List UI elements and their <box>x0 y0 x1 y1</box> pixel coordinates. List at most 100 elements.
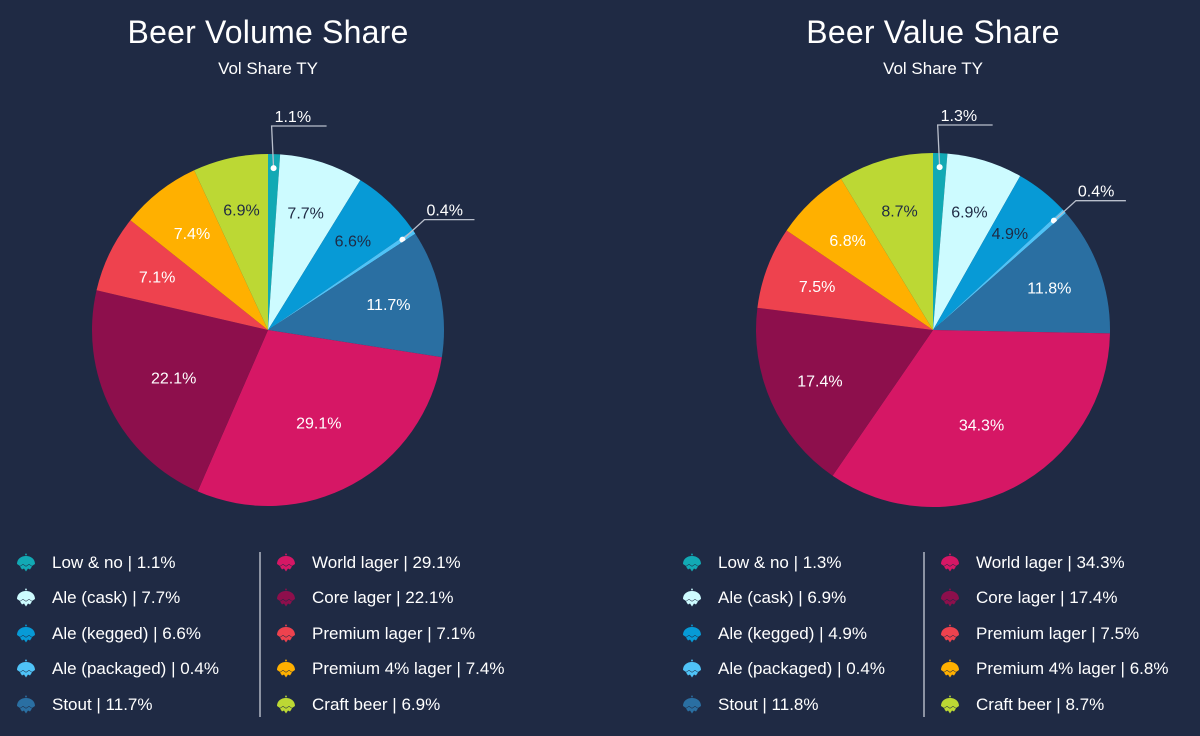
data-label: 4.9% <box>992 226 1028 243</box>
hop-icon <box>941 623 959 643</box>
pie-slice-ale-kegged <box>268 180 413 330</box>
hop-icon <box>683 623 701 643</box>
legend-label: Ale (kegged) | 6.6% <box>52 623 201 643</box>
legend-item: World lager | 29.1% <box>274 545 504 581</box>
legend-item: Stout | 11.7% <box>14 687 219 723</box>
pie-slice-core-lager <box>91 290 268 492</box>
data-label: 0.4% <box>426 203 462 220</box>
data-label: 6.8% <box>829 233 865 250</box>
legend-item: Core lager | 17.4% <box>938 581 1168 617</box>
pie-slice-stout <box>933 212 1110 334</box>
legend-label: Ale (cask) | 6.9% <box>718 588 847 608</box>
legend-label: Low & no | 1.3% <box>718 552 842 572</box>
hop-icon <box>683 659 701 678</box>
hop-icon <box>683 552 701 572</box>
pie-slice-ale-packaged <box>933 209 1066 330</box>
legend-column: World lager | 34.3% Core lager | 17.4% Pre… <box>938 545 1168 723</box>
legend-label: World lager | 29.1% <box>312 552 461 572</box>
legend-label: Low & no | 1.1% <box>52 552 176 572</box>
data-label: 17.4% <box>797 374 842 391</box>
legend-divider <box>923 552 925 717</box>
legend-item: World lager | 34.3% <box>938 545 1168 581</box>
leader-line <box>1053 200 1126 222</box>
hop-icon <box>17 588 35 607</box>
leader-dot <box>936 164 943 171</box>
hop-icon <box>277 694 295 714</box>
volume-share-panel: Beer Volume Share Vol Share TY 1.1% 7.7% 6… <box>14 14 504 723</box>
pie-slice-low-no <box>933 153 948 330</box>
pie-slice-premium-lager <box>96 220 269 330</box>
legend-item: Premium 4% lager | 6.8% <box>938 652 1168 688</box>
legend-label: Premium lager | 7.1% <box>312 623 476 643</box>
data-label: 7.5% <box>799 279 835 296</box>
hop-icon <box>683 694 701 714</box>
pie-chart-volume: 1.1% 7.7% 6.6% 0.4% 11.7% 29.1% 22.1% 7.1% 7.4% 6… <box>91 109 475 506</box>
legend-item: Premium lager | 7.1% <box>274 616 504 652</box>
legend-item: Ale (kegged) | 6.6% <box>14 616 219 652</box>
pie-chart-value: 1.3% 6.9% 4.9% 0.4% 11.8% 34.3% 17.4% 7.5% 6.8% 8… <box>756 108 1126 508</box>
chart-title: Beer Volume Share <box>127 14 409 50</box>
chart-subtitle: Vol Share TY <box>218 59 318 78</box>
pie-slice-premium-lager <box>757 230 933 330</box>
pie-slice-craft-beer <box>840 153 933 330</box>
legend-label: Craft beer | 8.7% <box>976 694 1105 714</box>
legend-item: Craft beer | 6.9% <box>274 687 504 723</box>
data-label: 29.1% <box>296 416 341 433</box>
data-label: 6.9% <box>223 203 259 220</box>
legend-item: Ale (packaged) | 0.4% <box>680 652 885 688</box>
data-label: 0.4% <box>1078 184 1114 201</box>
pie-slice-world-lager <box>832 330 1110 508</box>
data-label: 7.1% <box>139 269 175 286</box>
hop-icon <box>941 694 959 714</box>
data-label: 7.4% <box>174 226 210 243</box>
data-label: 11.8% <box>1027 280 1071 297</box>
pie-slice-ale-cask <box>268 154 361 330</box>
pie-slice-low-no <box>268 154 281 330</box>
pie-slice-ale-kegged <box>933 175 1063 330</box>
pie-slice-craft-beer <box>194 154 268 330</box>
legend-item: Premium 4% lager | 7.4% <box>274 652 504 688</box>
legend-item: Ale (cask) | 6.9% <box>680 581 885 617</box>
legend-column: Low & no | 1.1% Ale (cask) | 7.7% Ale (keg… <box>14 545 219 723</box>
legend-label: Ale (cask) | 7.7% <box>52 588 181 608</box>
legend-item: Craft beer | 8.7% <box>938 687 1168 723</box>
data-label: 11.7% <box>366 297 410 314</box>
legend-item: Low & no | 1.3% <box>680 545 885 581</box>
legend-item: Ale (packaged) | 0.4% <box>14 652 219 688</box>
pie-slice-core-lager <box>756 307 933 476</box>
legend-item: Ale (kegged) | 4.9% <box>680 616 885 652</box>
hop-icon <box>941 588 959 607</box>
legend-item: Stout | 11.8% <box>680 687 885 723</box>
leader-dot <box>270 165 277 172</box>
hop-icon <box>277 659 295 678</box>
legend-label: Core lager | 17.4% <box>976 588 1118 608</box>
legend-column: Low & no | 1.3% Ale (cask) | 6.9% Ale (keg… <box>680 545 885 723</box>
chart-subtitle: Vol Share TY <box>883 59 983 78</box>
hop-icon <box>17 623 35 643</box>
hop-icon <box>683 588 701 607</box>
data-label: 34.3% <box>959 417 1004 434</box>
hop-icon <box>941 552 959 572</box>
data-label: 1.3% <box>941 108 977 125</box>
legend-label: Ale (kegged) | 4.9% <box>718 623 867 643</box>
legend-label: Craft beer | 6.9% <box>312 694 441 714</box>
data-label: 1.1% <box>275 109 311 126</box>
legend-label: Ale (packaged) | 0.4% <box>718 659 885 679</box>
legend-item: Premium lager | 7.5% <box>938 616 1168 652</box>
hop-icon <box>17 694 35 714</box>
legend-column: World lager | 29.1% Core lager | 22.1% Pre… <box>274 545 504 723</box>
pie-slice-world-lager <box>197 330 442 506</box>
value-share-panel: Beer Value Share Vol Share TY 1.3% 6.9% 4.… <box>600 0 1200 736</box>
legend-item: Core lager | 22.1% <box>274 581 504 617</box>
legend-label: Stout | 11.7% <box>52 694 153 714</box>
legend-label: Premium 4% lager | 7.4% <box>312 659 505 679</box>
data-label: 8.7% <box>881 204 917 221</box>
legend-divider <box>259 552 261 717</box>
legend-item: Ale (cask) | 7.7% <box>14 581 219 617</box>
data-label: 6.9% <box>951 205 987 222</box>
legend-label: World lager | 34.3% <box>976 552 1125 572</box>
data-label: 22.1% <box>151 370 196 387</box>
pie-slice-stout <box>268 233 445 358</box>
legend-item: Low & no | 1.1% <box>14 545 219 581</box>
data-label: 6.6% <box>335 234 371 251</box>
